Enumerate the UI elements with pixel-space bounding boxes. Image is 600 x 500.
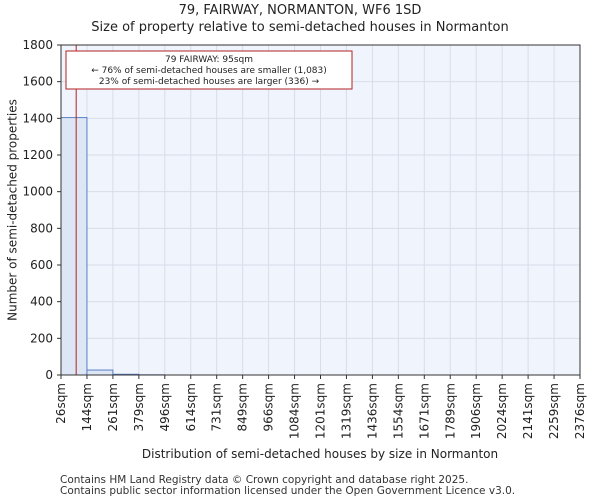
histogram-bar	[60, 117, 88, 376]
x-axis-ticks: 26sqm 144sqm 261sqm 379sqm 496sqm 614sqm 731sq…	[54, 375, 587, 439]
y-tick-label: 1400	[22, 111, 53, 125]
y-tick-label: 1200	[22, 148, 53, 162]
bars	[60, 117, 166, 376]
x-tick-label: 2024sqm	[495, 383, 509, 439]
x-tick-label: 1789sqm	[443, 383, 457, 439]
x-tick-label: 2376sqm	[573, 383, 587, 439]
y-tick-label: 800	[30, 221, 53, 235]
gridlines	[60, 44, 581, 376]
annotation-line-1: 79 FAIRWAY: 95sqm	[165, 55, 253, 65]
histogram-bar	[86, 369, 114, 376]
y-axis-ticks: 0 200 400 600 800 1000 1200 1400 1600 1800	[22, 38, 61, 382]
x-tick-label: 849sqm	[236, 383, 250, 431]
x-tick-label: 496sqm	[158, 383, 172, 431]
footer-copyright: Contains HM Land Registry data © Crown c…	[60, 474, 469, 486]
annotation-line-2: ← 76% of semi-detached houses are smalle…	[91, 66, 327, 76]
x-tick-label: 261sqm	[106, 383, 120, 431]
x-tick-label: 1319sqm	[339, 383, 353, 439]
annotation-box	[65, 50, 353, 90]
chart-title: Size of property relative to semi-detach…	[91, 20, 509, 35]
annotation-line-3: 23% of semi-detached houses are larger (…	[99, 77, 320, 87]
x-tick-label: 144sqm	[80, 383, 94, 431]
plot-frame	[60, 44, 581, 376]
chart-title-address: 79, FAIRWAY, NORMANTON, WF6 1SD	[178, 3, 422, 18]
x-tick-label: 614sqm	[184, 383, 198, 431]
y-tick-label: 600	[30, 258, 53, 272]
x-tick-label: 26sqm	[54, 383, 68, 424]
x-tick-label: 379sqm	[132, 383, 146, 431]
x-tick-label: 2259sqm	[547, 383, 561, 439]
histogram-chart: 79 FAIRWAY: 95sqm ← 76% of semi-detached…	[6, 38, 588, 461]
footer-licence: Contains public sector information licen…	[60, 485, 516, 497]
y-tick-label: 1800	[22, 38, 53, 52]
x-tick-label: 1436sqm	[365, 383, 379, 439]
x-tick-label: 1554sqm	[391, 383, 405, 439]
x-axis-label: Distribution of semi-detached houses by …	[142, 447, 498, 461]
y-tick-label: 0	[45, 368, 53, 382]
y-tick-label: 1000	[22, 185, 53, 199]
y-axis-label: Number of semi-detached properties	[6, 99, 20, 321]
y-tick-label: 1600	[22, 75, 53, 89]
marker-annotation: 79 FAIRWAY: 95sqm ← 76% of semi-detached…	[65, 50, 353, 90]
y-tick-label: 200	[30, 331, 53, 345]
x-tick-label: 1084sqm	[288, 383, 302, 439]
x-tick-label: 1671sqm	[417, 383, 431, 439]
x-tick-label: 2141sqm	[521, 383, 535, 439]
y-tick-label: 400	[30, 295, 53, 309]
x-tick-label: 1201sqm	[314, 383, 328, 439]
x-tick-label: 1906sqm	[469, 383, 483, 439]
x-tick-label: 731sqm	[210, 383, 224, 431]
x-tick-label: 966sqm	[262, 383, 276, 431]
